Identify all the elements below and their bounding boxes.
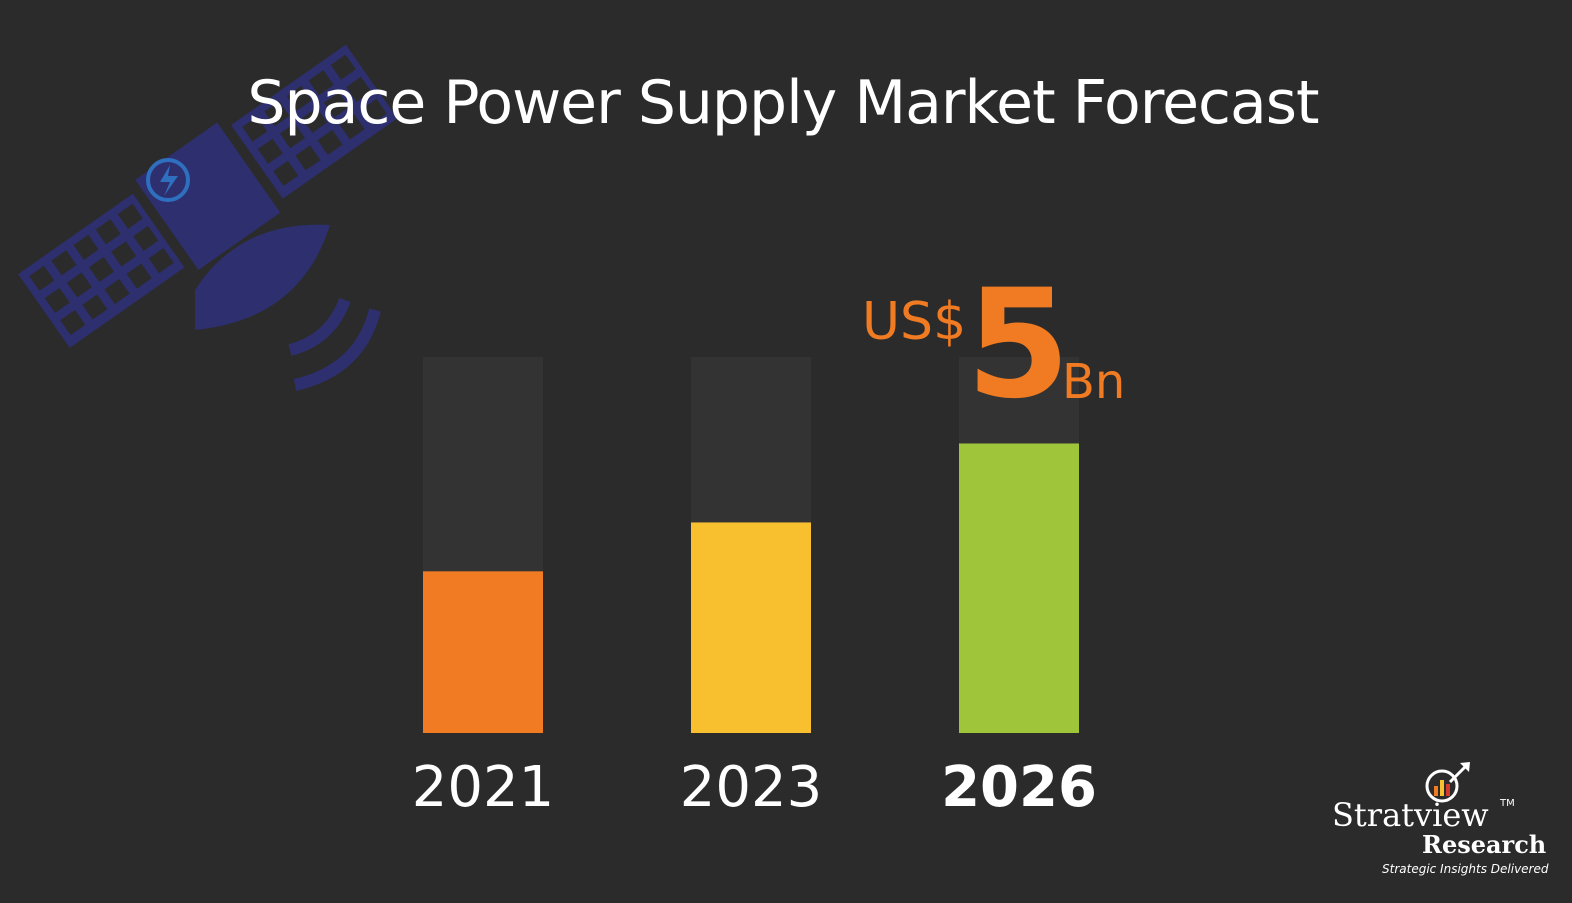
panel-cell (111, 241, 137, 267)
panel-cell (339, 114, 365, 140)
panel-cell (148, 248, 174, 274)
chart-title: Space Power Supply Market Forecast (247, 68, 1319, 138)
panel-cell (44, 287, 70, 313)
brand-name: Stratview (1332, 796, 1489, 834)
panel-cell (126, 263, 152, 289)
satellite-icon (18, 44, 398, 391)
panel-cell (117, 203, 143, 229)
brand-logo: Stratview TM Research Strategic Insights… (1318, 760, 1558, 890)
market-size-callout: US$ 5 Bn (862, 258, 1162, 432)
trademark: TM (1500, 798, 1515, 809)
panel-cell (104, 278, 130, 305)
panel-cell (324, 92, 350, 118)
panel-cell (308, 70, 334, 96)
panel-cell (89, 256, 115, 282)
growth-chart-icon (1425, 762, 1470, 803)
panel-cell (330, 54, 356, 80)
panel-cell (29, 265, 55, 291)
panel-cell (95, 219, 121, 245)
panel-cell (295, 145, 321, 171)
panel-cell (317, 129, 343, 155)
panel-cell (279, 123, 305, 149)
panel-cell (361, 98, 387, 124)
panel-cell (66, 272, 92, 298)
brand-sub: Research (1422, 830, 1547, 859)
panel-cell (51, 250, 77, 276)
market-value: 5 (966, 258, 1071, 432)
panel-cell (82, 294, 108, 320)
currency-label: US$ (862, 292, 967, 352)
panel-cell (73, 234, 99, 260)
bar-2021 (423, 571, 543, 733)
panel-cell (286, 85, 312, 111)
panel-cell (60, 309, 86, 336)
category-label: 2023 (680, 755, 823, 820)
panel-cell (301, 107, 328, 133)
category-label: 2021 (412, 755, 555, 820)
category-label: 2026 (941, 755, 1097, 820)
unit-label: Bn (1062, 354, 1126, 410)
panel-cell (242, 116, 268, 142)
panel-cell (273, 160, 299, 186)
bar-2023 (691, 522, 811, 733)
panel-cell (346, 76, 372, 102)
panel-cell (257, 138, 283, 164)
panel-cell (264, 101, 290, 127)
bar-2026 (959, 443, 1079, 733)
panel-cell (133, 225, 159, 251)
brand-tagline: Strategic Insights Delivered (1382, 862, 1549, 876)
